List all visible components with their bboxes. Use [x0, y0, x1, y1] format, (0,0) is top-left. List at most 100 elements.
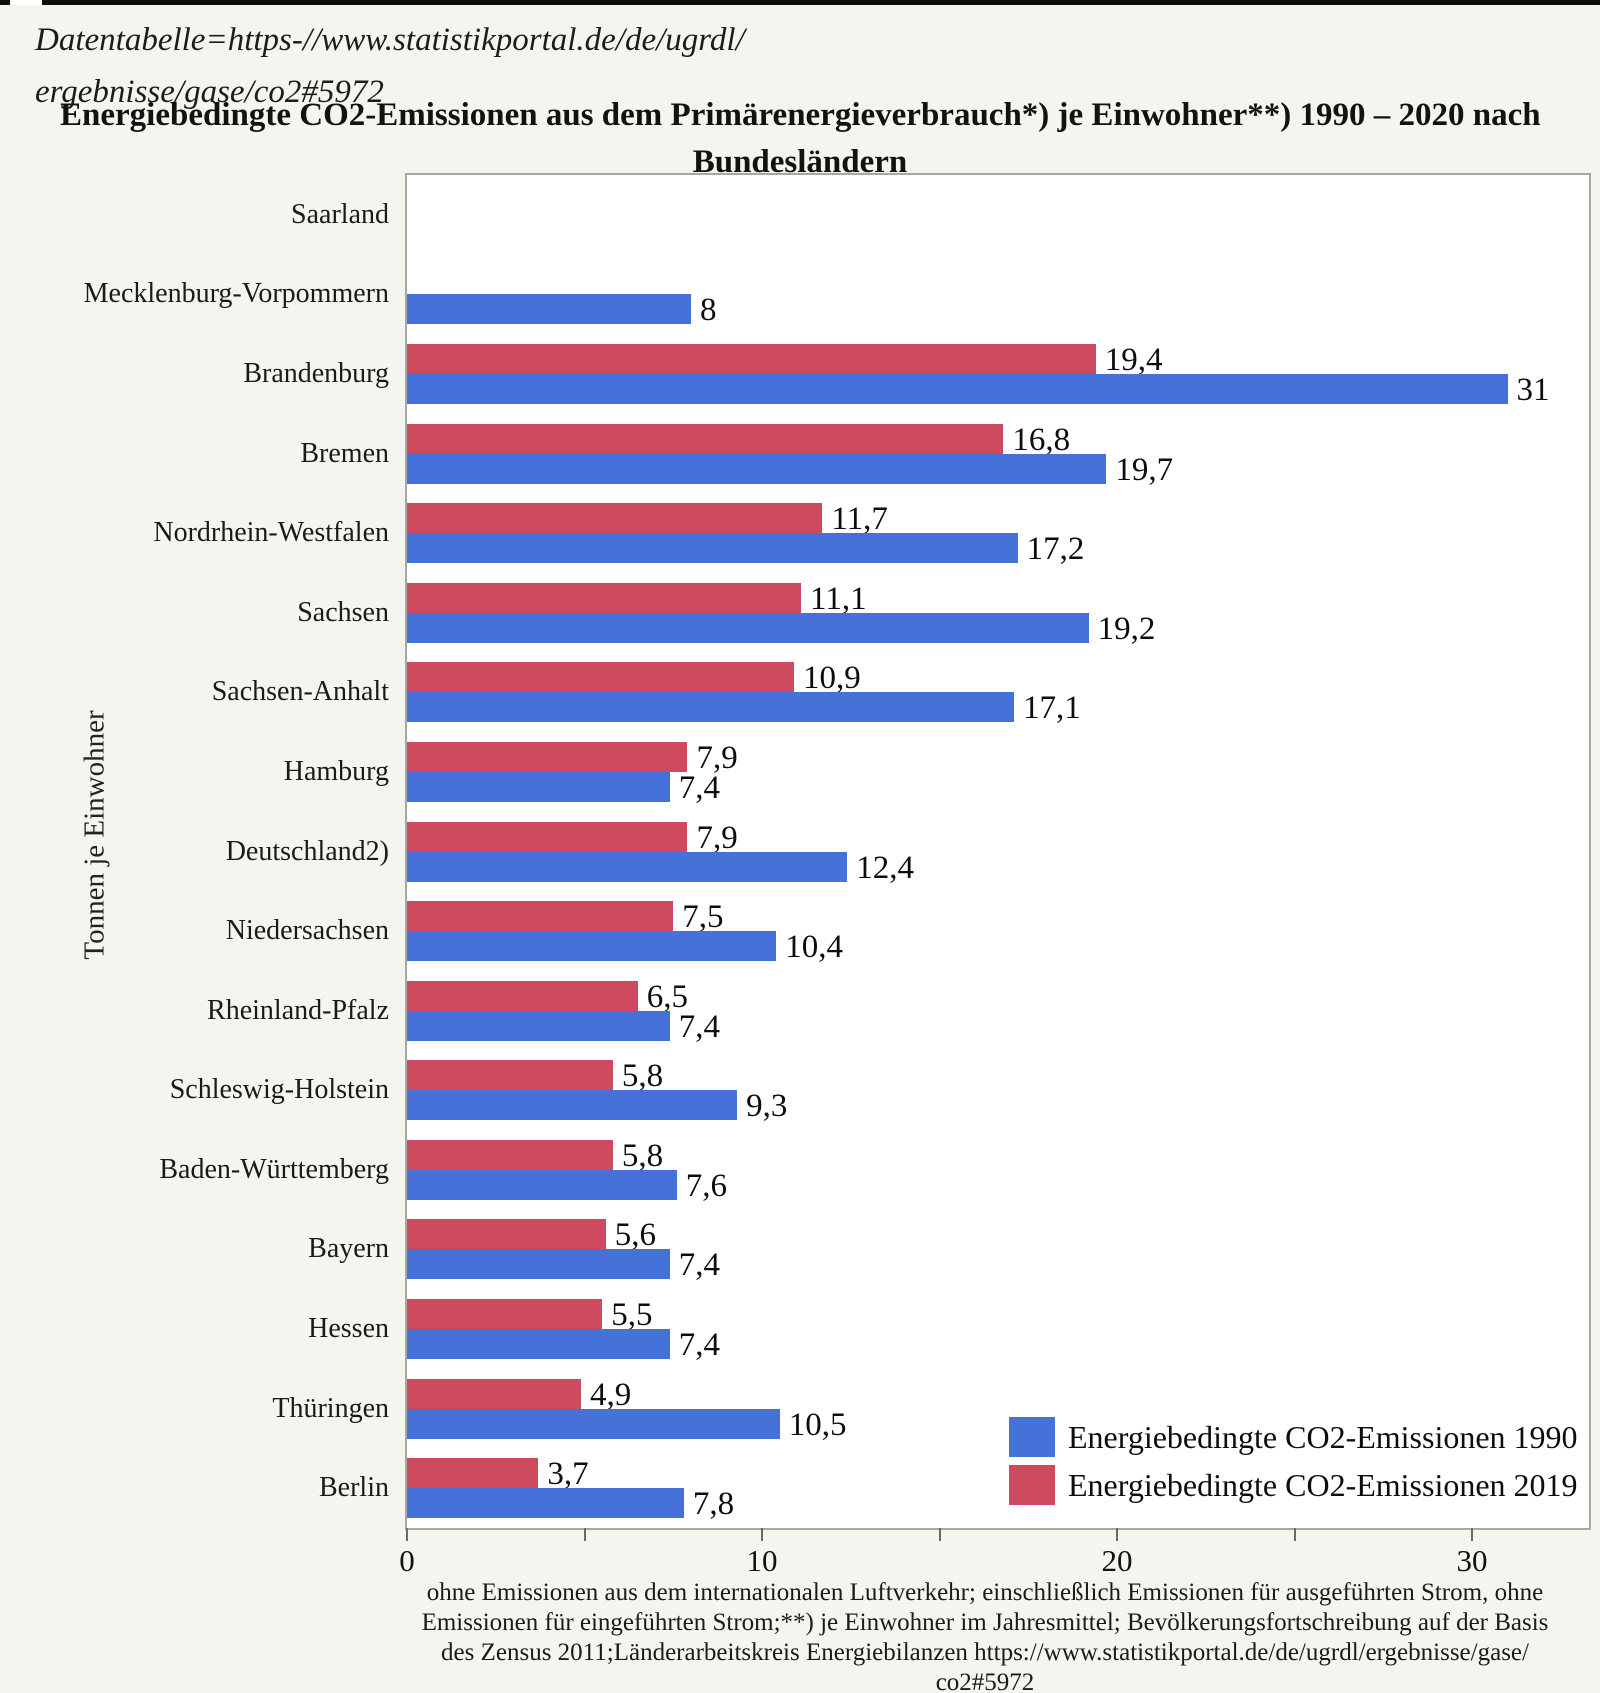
bar-1990-deutschland2 [407, 851, 848, 882]
bar-1990-th-ringen [407, 1408, 780, 1439]
value-label-2019-rheinland-pfalz: 6,5 [646, 978, 688, 1015]
value-label-2019-deutschland2: 7,9 [696, 819, 738, 856]
footnote-line3: des Zensus 2011;Länderarbeitskreis Energ… [441, 1639, 1529, 1666]
bar-1990-rheinland-pfalz [407, 1010, 670, 1041]
value-label-2019-nordrhein-westfalen: 11,7 [831, 501, 888, 538]
value-label-1990-nordrhein-westfalen: 17,2 [1026, 531, 1085, 568]
legend-row-2019: Energiebedingte CO2-Emissionen 2019 [1009, 1465, 1578, 1505]
value-label-1990-th-ringen: 10,5 [788, 1406, 847, 1443]
value-label-2019-bremen: 16,8 [1012, 421, 1071, 458]
bar-1990-bayern [407, 1249, 670, 1280]
category-label-nordrhein-westfalen: Nordrhein-Westfalen [153, 517, 389, 549]
category-label-rheinland-pfalz: Rheinland-Pfalz [207, 994, 389, 1026]
bar-1990-hamburg [407, 771, 670, 802]
value-label-2019-schleswig-holstein: 5,8 [621, 1058, 664, 1095]
bar-1990-mecklenburg-vorpommern [407, 294, 691, 325]
value-label-1990-hamburg: 7,4 [678, 769, 720, 806]
x-tick-10 [761, 1528, 763, 1541]
x-axis: 0 10 20 30 [399, 1528, 1589, 1598]
bar-2019-brandenburg [407, 343, 1096, 374]
bar-2019-hamburg [407, 741, 688, 772]
top-border-line [0, 0, 1600, 5]
footnote-line1: ohne Emissionen aus dem internationalen … [426, 1579, 1544, 1606]
category-label-sachsen: Sachsen [297, 596, 389, 628]
legend-row-1990: Energiebedingte CO2-Emissionen 1990 [1009, 1417, 1578, 1457]
bar-1990-hessen [407, 1329, 670, 1360]
value-label-2019-hessen: 5,5 [611, 1297, 653, 1334]
bar-1990-sachsen-anhalt [407, 692, 1015, 723]
value-label-2019-brandenburg: 19,4 [1104, 341, 1163, 378]
chart-title: Energiebedingte CO2-Emissionen aus dem P… [60, 92, 1541, 186]
bar-2019-nordrhein-westfalen [407, 503, 823, 534]
legend-swatch-2019 [1009, 1465, 1055, 1505]
legend-label-2019: Energiebedingte CO2-Emissionen 2019 [1068, 1466, 1578, 1503]
bar-2019-th-ringen [407, 1378, 581, 1409]
bar-2019-sachsen-anhalt [407, 662, 794, 693]
bar-2019-sachsen [407, 582, 802, 613]
category-label-deutschland2: Deutschland2) [225, 835, 389, 867]
value-label-1990-schleswig-holstein: 9,3 [746, 1088, 788, 1125]
x-tick-label-20: 20 [1101, 1543, 1133, 1578]
x-tick-20 [1116, 1528, 1118, 1541]
value-label-2019-th-ringen: 4,9 [589, 1376, 632, 1413]
value-label-1990-niedersachsen: 10,4 [785, 929, 843, 966]
category-label-sachsen-anhalt: Sachsen-Anhalt [211, 676, 389, 708]
category-label-bayern: Bayern [308, 1233, 389, 1265]
x-tick-0 [406, 1528, 408, 1541]
category-label-mecklenburg-vorpommern: Mecklenburg-Vorpommern [83, 278, 389, 310]
category-label-bremen: Bremen [300, 437, 389, 469]
footnote: ohne Emissionen aus dem internationalen … [385, 1578, 1585, 1693]
data-table-link[interactable]: Datentabelle=https-//www.statistikportal… [35, 14, 745, 118]
bars-layer: 8 19,4 31 16,8 19,7 11,7 17,2 11,1 19,2 10,9 17,1 7… [407, 175, 1589, 1528]
value-label-1990-sachsen-anhalt: 17,1 [1023, 690, 1081, 727]
bar-2019-schleswig-holstein [407, 1060, 613, 1091]
value-label-2019-niedersachsen: 7,5 [682, 899, 724, 936]
top-border-gap [10, 0, 42, 5]
legend: Energiebedingte CO2-Emissionen 1990 Energ… [1009, 1417, 1578, 1513]
bar-2019-niedersachsen [407, 901, 674, 932]
bar-1990-nordrhein-westfalen [407, 533, 1018, 564]
category-label-brandenburg: Brandenburg [243, 357, 389, 389]
value-label-2019-hamburg: 7,9 [696, 739, 738, 776]
bar-2019-bayern [407, 1219, 606, 1250]
category-label-schleswig-holstein: Schleswig-Holstein [169, 1074, 389, 1106]
bar-1990-schleswig-holstein [407, 1090, 738, 1121]
bar-2019-rheinland-pfalz [407, 980, 638, 1011]
value-label-2019-baden-w-rttemberg: 5,8 [621, 1137, 664, 1174]
category-axis-labels: Saarland Mecklenburg-Vorpommern Brandenbur… [0, 175, 389, 1528]
bar-1990-bremen [407, 453, 1107, 484]
x-tick-30 [1471, 1528, 1473, 1541]
data-table-link-line2[interactable]: ergebnisse/gase/co2#5972 [35, 74, 384, 110]
category-label-th-ringen: Thüringen [272, 1392, 389, 1424]
category-label-hamburg: Hamburg [283, 755, 389, 787]
x-tick-label-0: 0 [399, 1543, 415, 1578]
value-label-2019-sachsen-anhalt: 10,9 [802, 660, 861, 697]
category-label-hessen: Hessen [308, 1313, 389, 1345]
value-label-1990-bremen: 19,7 [1115, 451, 1174, 488]
x-tick-25 [1293, 1528, 1296, 1541]
bar-1990-berlin [407, 1488, 684, 1519]
category-label-baden-w-rttemberg: Baden-Württemberg [159, 1153, 389, 1185]
value-label-1990-berlin: 7,8 [692, 1486, 735, 1523]
x-tick-15 [938, 1528, 941, 1541]
value-label-2019-bayern: 5,6 [614, 1217, 657, 1254]
value-label-1990-deutschland2: 12,4 [856, 849, 914, 886]
value-label-2019-berlin: 3,7 [547, 1456, 589, 1493]
footnote-line2: Emissionen für eingeführten Strom;**) je… [421, 1609, 1549, 1636]
value-label-1990-brandenburg: 31 [1516, 371, 1550, 408]
category-label-saarland: Saarland [291, 198, 389, 230]
bar-1990-sachsen [407, 612, 1089, 643]
value-label-1990-mecklenburg-vorpommern: 8 [700, 292, 717, 329]
bar-2019-berlin [407, 1458, 539, 1489]
category-label-berlin: Berlin [319, 1472, 389, 1504]
data-table-link-line1[interactable]: Datentabelle=https-//www.statistikportal… [35, 22, 745, 58]
bar-2019-hessen [407, 1299, 603, 1330]
value-label-1990-bayern: 7,4 [678, 1247, 720, 1284]
value-label-2019-sachsen: 11,1 [810, 580, 867, 617]
value-label-1990-hessen: 7,4 [678, 1327, 720, 1364]
bar-1990-brandenburg [407, 373, 1508, 404]
bar-1990-niedersachsen [407, 931, 777, 962]
value-label-1990-sachsen: 19,2 [1097, 610, 1156, 647]
chart-title-line1: Energiebedingte CO2-Emissionen aus dem P… [60, 97, 1541, 133]
x-tick-5 [583, 1528, 586, 1541]
